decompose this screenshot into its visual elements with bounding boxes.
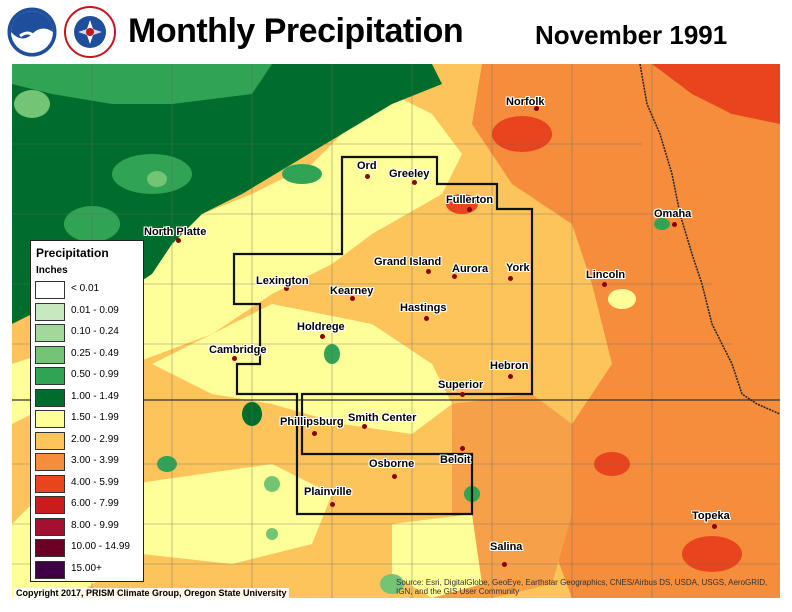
legend-swatch	[35, 496, 65, 514]
city-label: Topeka	[692, 510, 730, 522]
legend-swatch	[35, 539, 65, 557]
legend-label: 2.00 - 2.99	[71, 433, 119, 445]
legend-label: 0.25 - 0.49	[71, 347, 119, 359]
city-label: Greeley	[389, 168, 430, 180]
legend-swatch	[35, 281, 65, 299]
city-marker	[284, 286, 289, 291]
city-marker	[502, 562, 507, 567]
city-marker	[672, 222, 677, 227]
city-label: Hastings	[400, 302, 447, 314]
city-label: Plainville	[304, 486, 352, 498]
city-marker	[412, 180, 417, 185]
city-label: Cambridge	[209, 344, 267, 356]
legend-swatch	[35, 324, 65, 342]
legend-title: Precipitation	[36, 246, 109, 260]
city-marker	[602, 282, 607, 287]
city-label: Salina	[490, 541, 523, 553]
legend-swatch	[35, 431, 65, 450]
city-marker	[452, 274, 457, 279]
city-label: Hebron	[490, 360, 529, 372]
copyright-credit: Copyright 2017, PRISM Climate Group, Ore…	[14, 588, 289, 598]
legend-label: 1.50 - 1.99	[71, 412, 119, 423]
basemap-source: Source: Esri, DigitalGlobe, GeoEye, Eart…	[396, 578, 768, 596]
city-marker	[534, 106, 539, 111]
city-marker	[426, 269, 431, 274]
city-label: North Platte	[144, 226, 207, 238]
legend-label: 0.01 - 0.09	[71, 304, 119, 316]
legend-label: 3.00 - 3.99	[71, 455, 119, 466]
legend-label: 6.00 - 7.99	[71, 498, 119, 509]
city-marker	[467, 207, 472, 212]
legend-swatch	[35, 367, 65, 385]
legend-swatch	[35, 517, 65, 536]
city-marker	[424, 316, 429, 321]
legend-swatch	[35, 474, 65, 493]
city-marker	[508, 276, 513, 281]
city-marker	[460, 392, 465, 397]
legend-swatch	[35, 410, 65, 428]
legend-swatch	[35, 453, 65, 471]
city-marker	[712, 524, 717, 529]
city-label: Ord	[357, 160, 377, 172]
legend-label: 4.00 - 5.99	[71, 476, 119, 488]
city-marker	[232, 356, 237, 361]
city-label: Omaha	[654, 208, 692, 220]
city-marker	[460, 446, 465, 451]
legend-label: 0.10 - 0.24	[71, 326, 119, 337]
city-marker	[362, 424, 367, 429]
legend-swatch	[35, 302, 65, 321]
legend-units: Inches	[36, 265, 68, 276]
city-label: Phillipsburg	[280, 416, 344, 428]
city-marker	[508, 374, 513, 379]
precipitation-legend: Precipitation Inches < 0.01 0.01 - 0.09 0.…	[30, 240, 144, 582]
header: Monthly Precipitation November 1991	[0, 0, 792, 64]
city-label: Aurora	[452, 263, 489, 275]
legend-label: 10.00 - 14.99	[71, 541, 130, 552]
city-label: Superior	[438, 379, 484, 391]
city-label: Lexington	[256, 275, 309, 287]
legend-swatch	[35, 345, 65, 364]
city-marker	[330, 502, 335, 507]
city-label: Beloit	[440, 454, 471, 466]
city-label: Fullerton	[446, 194, 494, 206]
national-weather-service-logo	[64, 6, 116, 58]
city-label: Osborne	[369, 458, 415, 470]
legend-label: 0.50 - 0.99	[71, 369, 119, 380]
city-marker	[350, 296, 355, 301]
city-label: York	[506, 262, 530, 274]
city-marker	[392, 474, 397, 479]
legend-swatch	[35, 388, 65, 407]
city-label: Lincoln	[586, 269, 626, 281]
city-label: Norfolk	[506, 96, 545, 108]
noaa-logo	[6, 6, 58, 58]
legend-swatch	[35, 560, 65, 579]
legend-label: 1.00 - 1.49	[71, 390, 119, 402]
legend-label: 15.00+	[71, 562, 102, 574]
city-marker	[320, 334, 325, 339]
map-date: November 1991	[535, 20, 728, 50]
city-marker	[312, 431, 317, 436]
city-marker	[176, 238, 181, 243]
city-label: Grand Island	[374, 256, 442, 268]
city-label: Kearney	[330, 285, 374, 297]
city-label: Holdrege	[297, 321, 345, 333]
city-marker	[365, 174, 370, 179]
city-label: Smith Center	[348, 412, 417, 424]
map-title: Monthly Precipitation	[128, 12, 464, 50]
legend-label: 8.00 - 9.99	[71, 519, 119, 531]
legend-label: < 0.01	[71, 283, 100, 294]
